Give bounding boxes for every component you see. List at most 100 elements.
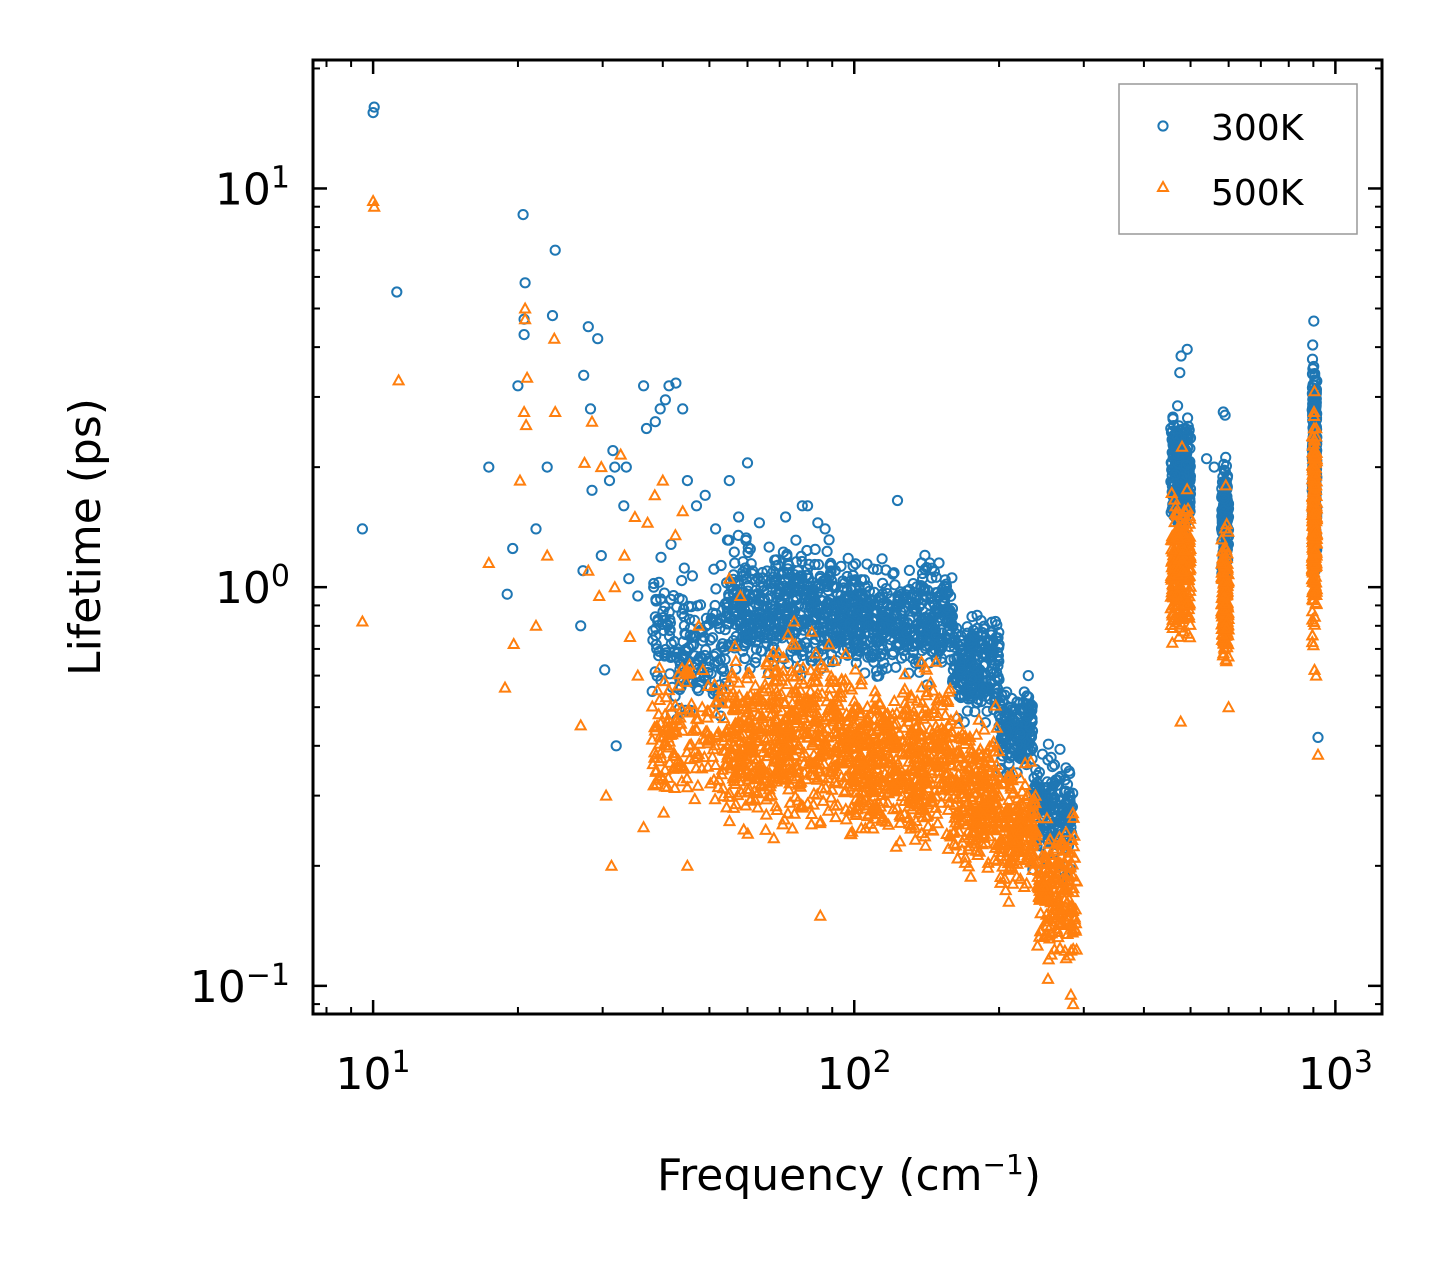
data-point-300k [356,523,368,535]
data-point-500k [962,859,976,872]
data-point-300k [836,617,848,630]
data-point-500k [982,829,997,842]
data-point-300k [926,572,938,584]
data-point-500k [768,752,782,765]
data-point-500k [930,693,944,706]
data-point-500k [814,728,828,741]
data-point-500k [668,780,682,793]
data-point-500k [858,760,872,773]
data-point-500k [1010,843,1024,856]
data-point-500k [929,800,943,813]
data-point-500k [689,721,703,734]
data-point-300k [802,569,814,581]
data-point-300k [978,641,991,654]
data-point-500k [740,671,754,684]
data-point-300k [1018,686,1030,698]
data-point-300k [737,597,749,610]
data-point-500k [979,835,993,848]
data-point-500k [891,774,905,787]
data-point-500k [1024,754,1038,767]
data-point-300k [657,605,669,618]
data-point-300k [907,653,919,665]
data-point-500k [990,720,1004,733]
data-point-500k [1167,492,1182,505]
data-point-300k [690,500,703,512]
data-point-300k [971,622,983,634]
data-point-300k [1218,490,1230,502]
data-point-500k [813,814,828,827]
data-point-500k [908,739,922,752]
data-point-300k [507,542,519,555]
data-point-500k [958,775,972,788]
data-point-500k [852,793,866,806]
data-point-300k [986,650,998,662]
data-point-300k [940,585,952,598]
data-point-500k [938,708,952,721]
data-point-300k [368,101,380,113]
data-point-500k [800,730,815,743]
data-point-300k [861,558,873,570]
data-point-300k [758,629,770,641]
data-point-500k [1182,563,1197,576]
data-point-300k [1042,738,1055,750]
data-point-500k [794,707,809,720]
data-point-500k [898,768,912,781]
data-point-500k [652,707,666,720]
data-point-500k [892,726,907,739]
data-point-500k [898,696,912,709]
data-point-300k [663,380,675,392]
data-point-300k [1201,453,1213,465]
data-point-300k [781,548,793,561]
data-point-300k [530,523,542,535]
data-point-300k [782,568,794,580]
data-point-500k [834,685,848,698]
data-point-300k [738,639,750,652]
data-point-500k [918,829,932,842]
data-point-300k [878,621,890,633]
data-point-300k [909,638,921,651]
data-point-500k [875,787,889,800]
data-point-500k [722,814,737,827]
data-point-300k [575,620,587,632]
data-point-500k [850,802,864,815]
data-point-500k [1040,811,1054,824]
data-point-500k [854,672,869,685]
data-point-500k [809,713,823,726]
data-point-500k [691,747,706,760]
data-point-500k [755,711,770,724]
data-point-500k [898,682,912,695]
data-point-500k [1042,836,1056,849]
data-point-500k [765,694,779,707]
data-point-500k [840,729,854,742]
data-point-300k [1172,400,1184,412]
data-point-500k [998,832,1012,845]
data-point-500k [1220,584,1235,597]
data-point-300k [796,500,808,512]
data-point-300k [819,523,831,535]
data-point-300k [723,475,735,487]
data-point-500k [867,800,881,813]
data-point-300k [609,461,621,473]
data-point-500k [668,748,683,761]
data-point-500k [691,712,705,725]
data-point-500k [794,672,809,685]
data-point-300k [922,616,934,628]
data-point-500k [785,765,800,778]
data-point-300k [704,634,716,646]
data-point-300k [652,615,664,628]
data-point-500k [788,789,802,802]
data-point-500k [1006,876,1020,889]
data-point-500k [988,698,1003,711]
data-point-500k [781,782,796,795]
data-point-300k [737,569,749,582]
data-point-500k [673,758,688,771]
data-point-300k [856,632,868,644]
data-point-300k [650,623,662,635]
data-point-500k [855,750,870,763]
data-point-500k [903,728,917,741]
data-point-300k [1169,469,1181,481]
data-point-500k [1165,485,1179,498]
data-point-500k [648,723,662,736]
data-point-500k [1055,838,1069,851]
